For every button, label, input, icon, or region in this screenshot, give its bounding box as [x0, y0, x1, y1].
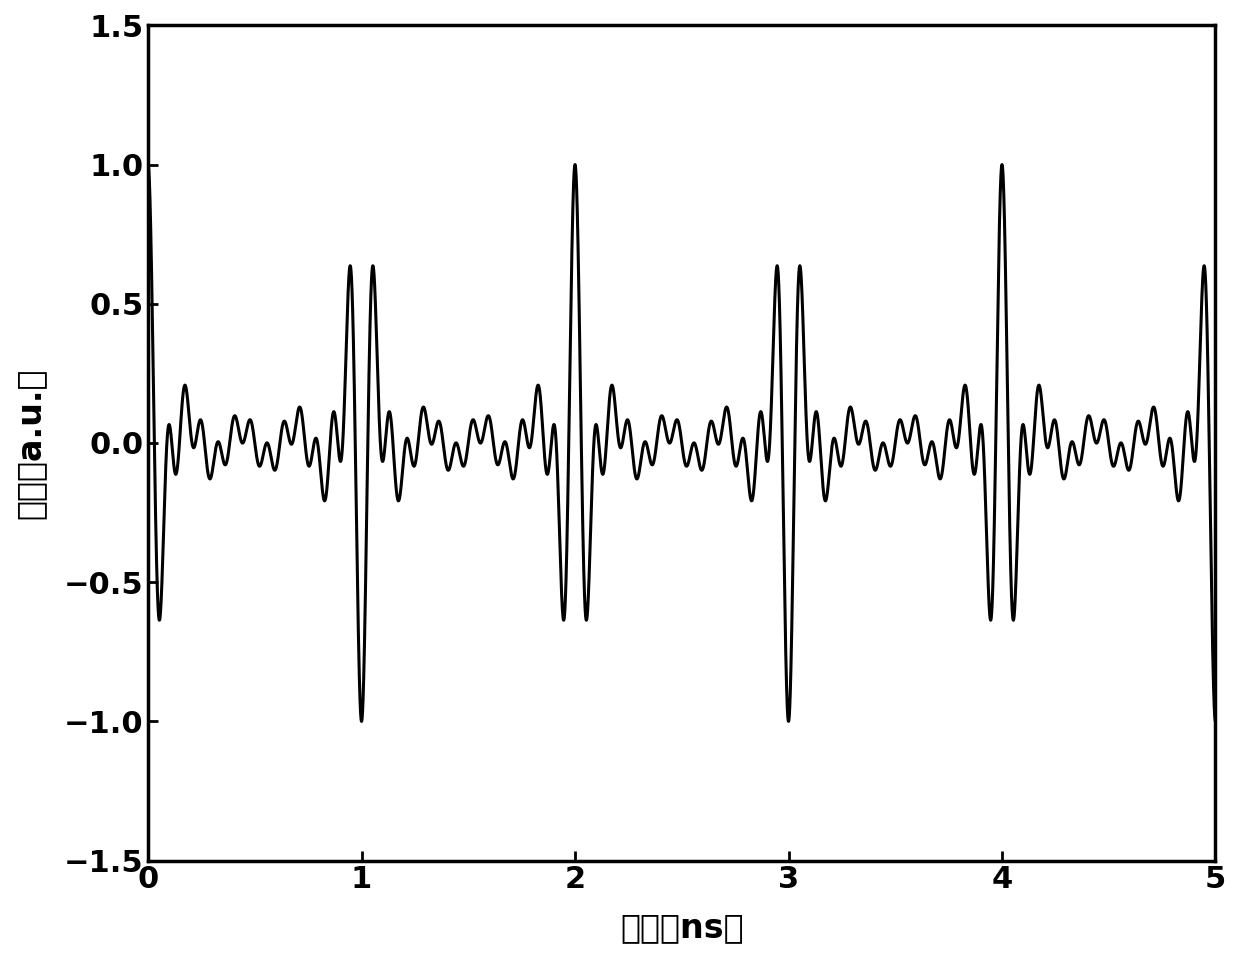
Y-axis label: 幅度（a.u.）: 幅度（a.u.） — [14, 367, 47, 518]
X-axis label: 时间（ns）: 时间（ns） — [620, 911, 744, 945]
